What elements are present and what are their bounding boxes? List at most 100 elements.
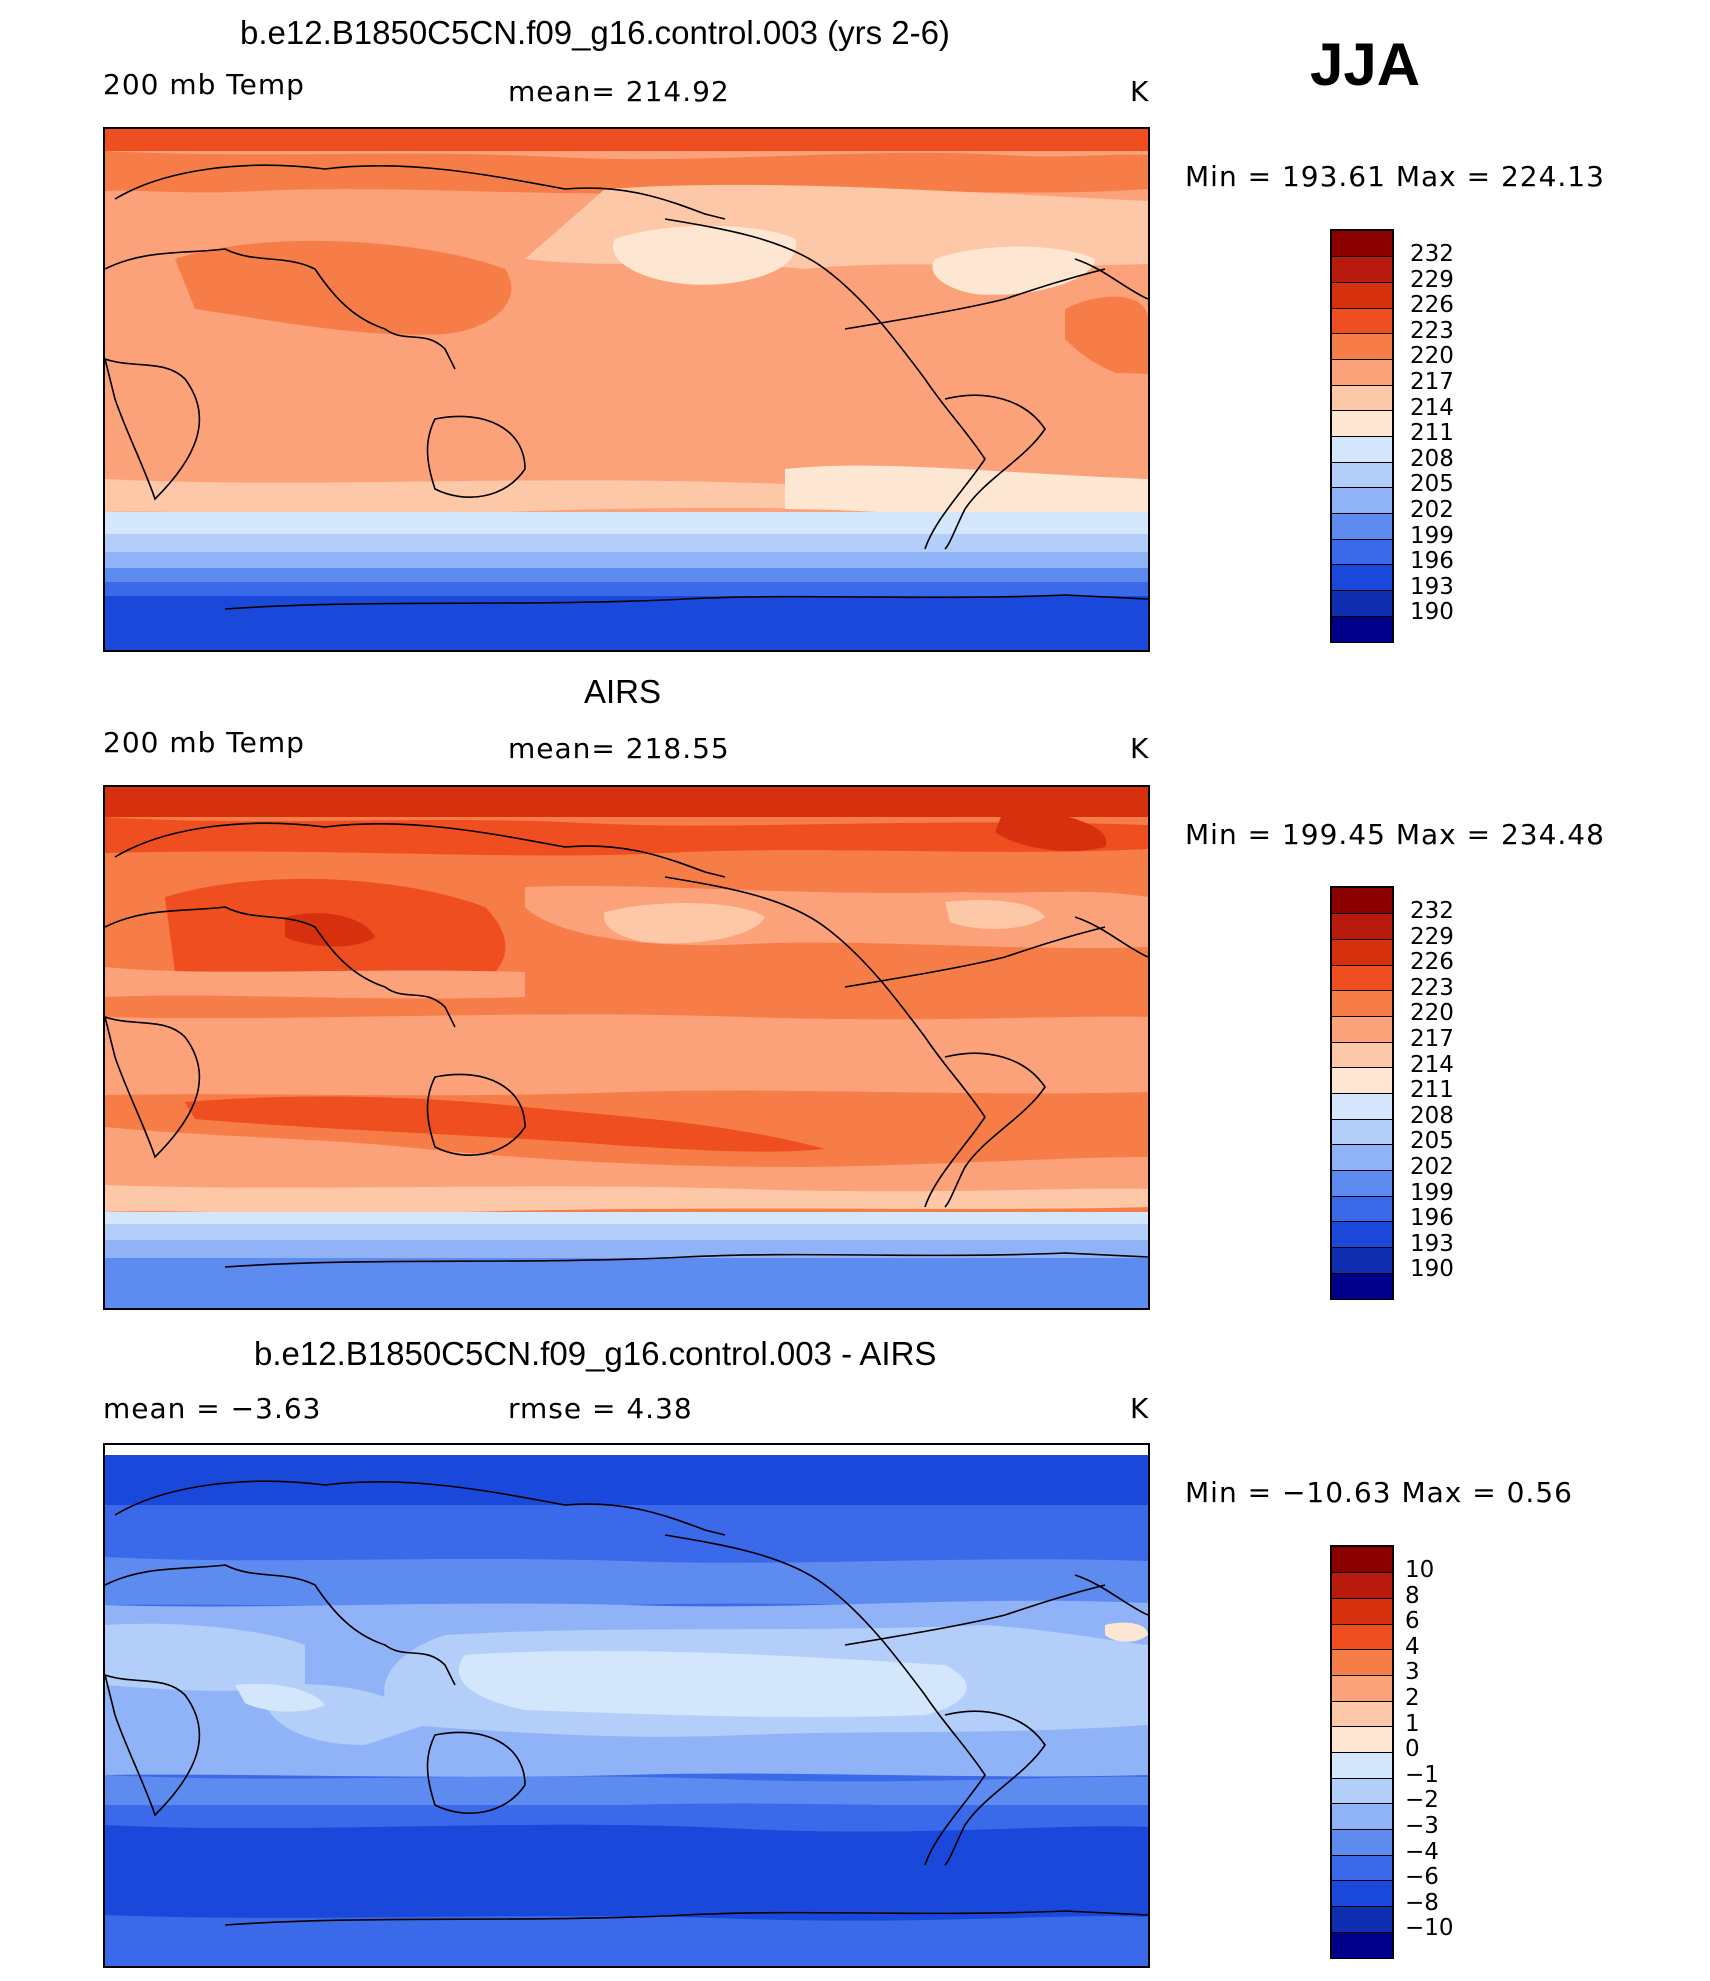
mean-label: mean= 214.92 [508,75,730,108]
mean-label: mean= 218.55 [508,732,730,765]
colorbar-segment-10 [1332,1144,1392,1171]
colorbar-label: 199 [1410,1179,1454,1206]
colorbar-segment-0 [1332,888,1392,913]
units-label: K [1130,732,1150,765]
colorbar-label: 226 [1410,292,1454,319]
colorbar-segment-7 [1332,1726,1392,1753]
colorbar-label: 0 [1405,1736,1420,1763]
colorbar-segment-0 [1332,231,1392,256]
panel-title: b.e12.B1850C5CN.f09_g16.control.003 (yrs… [240,14,950,51]
colorbar-segment-8 [1332,436,1392,463]
colorbar-label: 232 [1410,898,1454,924]
temperature-map [103,785,1150,1310]
colorbar-label: 2 [1405,1685,1420,1711]
variable-label: 200 mb Temp [103,726,305,759]
colorbar-label: 211 [1410,1077,1454,1104]
colorbar-observations [1330,886,1394,1300]
colorbar-label: −1 [1405,1761,1439,1788]
colorbar-segment-11 [1332,1170,1392,1197]
colorbar-label: 190 [1410,599,1454,626]
colorbar-segment-6 [1332,1042,1392,1068]
variable-label: 200 mb Temp [103,68,305,101]
colorbar-segment-15 [1332,1273,1392,1299]
colorbar-segment-1 [1332,913,1392,940]
colorbar-label: 190 [1410,1256,1454,1283]
colorbar-segment-2 [1332,282,1392,309]
colorbar-label: −4 [1405,1838,1439,1865]
colorbar-segment-13 [1332,564,1392,591]
colorbar-label: −8 [1405,1889,1439,1916]
colorbar-label: 208 [1410,445,1454,472]
colorbar-label: 1 [1405,1710,1420,1737]
colorbar-label: 217 [1410,1026,1454,1052]
colorbar-label: 214 [1410,1051,1454,1078]
min-max-label: Min = 193.61 Max = 224.13 [1185,160,1605,193]
colorbar-segment-8 [1332,1093,1392,1120]
colorbar-label: 214 [1410,394,1454,421]
colorbar-segment-10 [1332,1803,1392,1830]
colorbar-label: 226 [1410,949,1454,976]
colorbar-label: 202 [1410,497,1454,523]
colorbar-segment-6 [1332,1701,1392,1727]
colorbar-label: 202 [1410,1154,1454,1180]
colorbar-label: 232 [1410,241,1454,267]
colorbar-label: 6 [1405,1608,1420,1635]
colorbar-model [1330,229,1394,643]
colorbar-segment-10 [1332,487,1392,514]
colorbar-segment-5 [1332,1016,1392,1043]
colorbar-segment-3 [1332,308,1392,334]
colorbar-segment-9 [1332,1778,1392,1804]
colorbar-segment-1 [1332,1572,1392,1599]
colorbar-label: 10 [1405,1557,1435,1583]
colorbar-label: 229 [1410,266,1454,293]
colorbar-label: 8 [1405,1582,1420,1609]
season-label: JJA [1310,31,1421,98]
colorbar-difference [1330,1545,1394,1959]
colorbar-segment-15 [1332,616,1392,642]
colorbar-label: −6 [1405,1864,1439,1891]
colorbar-segment-12 [1332,1855,1392,1881]
colorbar-segment-13 [1332,1221,1392,1248]
colorbar-segment-4 [1332,990,1392,1017]
colorbar-segment-3 [1332,1624,1392,1650]
difference-map [103,1443,1150,1968]
units-label: K [1130,1392,1150,1425]
colorbar-segment-15 [1332,1932,1392,1958]
colorbar-label: 193 [1410,573,1454,600]
panel-title: AIRS [584,673,662,710]
colorbar-label: 193 [1410,1230,1454,1257]
colorbar-segment-8 [1332,1752,1392,1779]
rmse-label: rmse = 4.38 [508,1392,693,1425]
map-canvas [105,129,1148,650]
colorbar-segment-5 [1332,359,1392,386]
colorbar-label: 223 [1410,974,1454,1001]
temperature-map [103,127,1150,652]
mean-label: mean = −3.63 [103,1392,322,1425]
colorbar-segment-2 [1332,1598,1392,1625]
colorbar-segment-7 [1332,1067,1392,1094]
colorbar-label: 3 [1405,1659,1420,1686]
units-label: K [1130,75,1150,108]
colorbar-segment-11 [1332,1829,1392,1856]
colorbar-label: −2 [1405,1787,1439,1814]
min-max-label: Min = 199.45 Max = 234.48 [1185,818,1605,851]
colorbar-segment-3 [1332,965,1392,991]
colorbar-segment-9 [1332,462,1392,488]
map-canvas [105,787,1148,1308]
colorbar-segment-12 [1332,539,1392,565]
colorbar-label: 220 [1410,1000,1454,1027]
colorbar-label: −10 [1405,1915,1454,1942]
colorbar-label: 205 [1410,471,1454,498]
colorbar-label: 199 [1410,522,1454,549]
colorbar-label: 205 [1410,1128,1454,1155]
panel-title: b.e12.B1850C5CN.f09_g16.control.003 - AI… [254,1335,937,1372]
colorbar-label: 229 [1410,923,1454,950]
colorbar-segment-1 [1332,256,1392,283]
colorbar-segment-14 [1332,1247,1392,1274]
colorbar-segment-14 [1332,590,1392,617]
colorbar-label: 196 [1410,548,1454,575]
colorbar-segment-0 [1332,1547,1392,1572]
colorbar-segment-2 [1332,939,1392,966]
colorbar-label: 4 [1405,1633,1420,1660]
colorbar-segment-5 [1332,1675,1392,1702]
